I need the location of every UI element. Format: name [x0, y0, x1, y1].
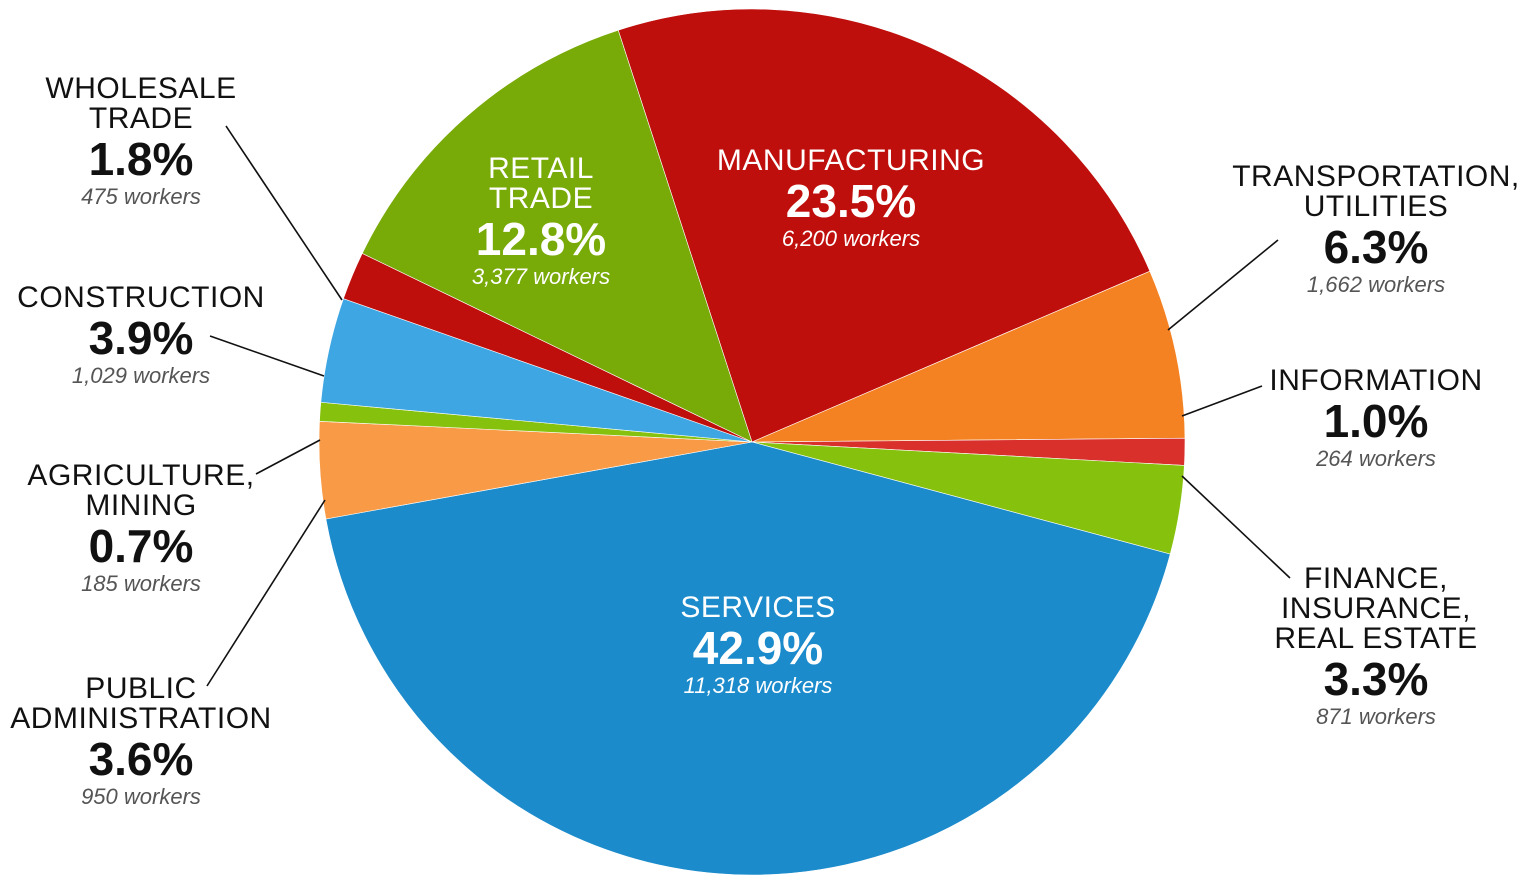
slice-name-services: SERVICES	[680, 591, 836, 624]
slice-workers-retail: 3,377 workers	[471, 264, 611, 289]
slice-name-retail-1: RETAIL	[488, 152, 594, 185]
slice-label-public-admin: PUBLIC ADMINISTRATION 3.6% 950 workers	[10, 674, 271, 810]
slice-name-information: INFORMATION	[1269, 364, 1483, 397]
slice-percent-finance: 3.3%	[1323, 653, 1429, 705]
slice-label-services: SERVICES 42.9% 11,318 workers	[680, 593, 835, 699]
slice-percent-services: 42.9%	[692, 622, 824, 674]
slice-name-wholesale-2: TRADE	[88, 102, 194, 135]
slice-name-manufacturing: MANUFACTURING	[716, 144, 986, 177]
slice-name-finance-3: REAL ESTATE	[1274, 622, 1478, 655]
slice-workers-agriculture: 185 workers	[81, 571, 201, 596]
slice-percent-agriculture: 0.7%	[88, 520, 194, 572]
slice-name-transportation-2: UTILITIES	[1303, 190, 1449, 223]
slice-percent-transportation: 6.3%	[1323, 221, 1429, 273]
slice-label-retail: RETAIL TRADE 12.8% 3,377 workers	[472, 154, 610, 290]
leader-line-construction	[209, 335, 325, 377]
slice-workers-construction: 1,029 workers	[71, 363, 211, 388]
slice-percent-information: 1.0%	[1323, 395, 1429, 447]
slice-name-public-admin-2: ADMINISTRATION	[10, 702, 272, 735]
leader-line-information	[1181, 385, 1263, 417]
slice-name-finance-2: INSURANCE,	[1280, 592, 1472, 625]
slice-label-construction: CONSTRUCTION 3.9% 1,029 workers	[17, 283, 265, 389]
slice-name-construction: CONSTRUCTION	[17, 281, 265, 314]
leader-line-public-admin	[206, 499, 326, 687]
slice-name-wholesale-1: WHOLESALE	[45, 72, 237, 105]
slice-name-agriculture-1: AGRICULTURE,	[27, 459, 255, 492]
leader-line-finance	[1181, 475, 1291, 579]
slice-name-agriculture-2: MINING	[85, 489, 197, 522]
slice-workers-wholesale: 475 workers	[81, 184, 201, 209]
slice-workers-services: 11,318 workers	[683, 673, 833, 698]
slice-workers-transportation: 1,662 workers	[1306, 272, 1446, 297]
leader-line-agriculture	[255, 439, 321, 475]
slice-label-manufacturing: MANUFACTURING 23.5% 6,200 workers	[717, 146, 985, 252]
slice-percent-manufacturing: 23.5%	[785, 175, 917, 227]
leader-lines	[206, 125, 1291, 687]
pie-slice-retail	[361, 29, 753, 443]
pie-slice-transportation	[751, 270, 1186, 443]
slice-percent-construction: 3.9%	[88, 312, 194, 364]
slice-label-agriculture: AGRICULTURE, MINING 0.7% 185 workers	[27, 461, 254, 597]
slice-percent-retail: 12.8%	[475, 213, 607, 265]
slice-label-information: INFORMATION 1.0% 264 workers	[1269, 366, 1482, 472]
slice-workers-finance: 871 workers	[1316, 704, 1436, 729]
slice-name-transportation-1: TRANSPORTATION,	[1232, 160, 1520, 193]
pie-slices	[318, 8, 1186, 876]
slice-label-finance: FINANCE, INSURANCE, REAL ESTATE 3.3% 871…	[1274, 564, 1477, 730]
pie-slice-manufacturing	[617, 8, 1151, 443]
leader-line-wholesale	[225, 125, 343, 301]
leader-line-transportation	[1167, 239, 1279, 331]
slice-label-transportation: TRANSPORTATION, UTILITIES 6.3% 1,662 wor…	[1232, 162, 1520, 298]
slice-workers-public-admin: 950 workers	[81, 784, 201, 809]
slice-workers-information: 264 workers	[1316, 446, 1436, 471]
slice-percent-wholesale: 1.8%	[88, 133, 194, 185]
slice-name-public-admin-1: PUBLIC	[85, 672, 197, 705]
pie-slice-services	[325, 441, 1171, 876]
slice-name-retail-2: TRADE	[488, 182, 594, 215]
slice-name-finance-1: FINANCE,	[1303, 562, 1449, 595]
slice-workers-manufacturing: 6,200 workers	[781, 226, 921, 251]
slice-percent-public-admin: 3.6%	[88, 733, 194, 785]
slice-label-wholesale: WHOLESALE TRADE 1.8% 475 workers	[45, 74, 236, 210]
